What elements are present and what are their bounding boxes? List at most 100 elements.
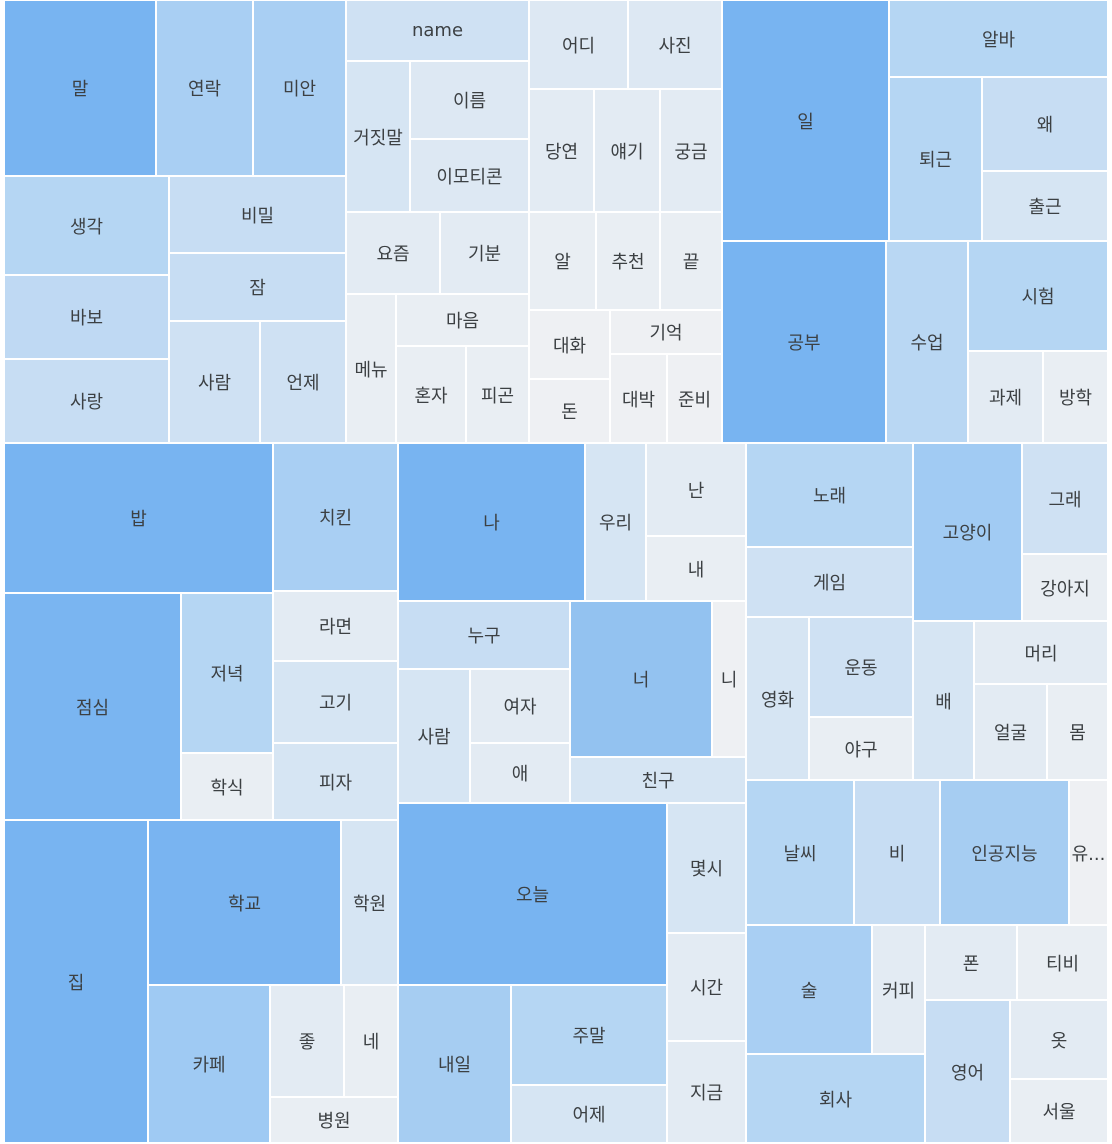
tile: 커피 bbox=[873, 926, 924, 1053]
tile: 방학 bbox=[1044, 352, 1107, 442]
tile: 배 bbox=[914, 622, 973, 779]
tile: 옷 bbox=[1011, 1001, 1107, 1078]
tile: 지금 bbox=[668, 1042, 745, 1142]
tile: 오늘 bbox=[399, 804, 666, 984]
tile: 피곤 bbox=[467, 347, 528, 442]
tile: 시험 bbox=[969, 242, 1107, 350]
tile: 폰 bbox=[926, 926, 1016, 999]
tile: 니 bbox=[713, 602, 745, 756]
tile: 마음 bbox=[397, 295, 528, 345]
tile: 혼자 bbox=[397, 347, 465, 442]
tile: 이름 bbox=[411, 62, 528, 138]
tile: 너 bbox=[571, 602, 711, 756]
tile: 언제 bbox=[261, 322, 345, 442]
tile: 게임 bbox=[747, 548, 912, 616]
tile: 머리 bbox=[975, 622, 1107, 683]
tile: 메뉴 bbox=[347, 295, 395, 442]
tile: 애 bbox=[471, 744, 569, 802]
tile: 잠 bbox=[170, 254, 345, 320]
tile: 유... bbox=[1070, 781, 1107, 924]
tile: 사람 bbox=[170, 322, 259, 442]
tile: 얼굴 bbox=[975, 685, 1046, 779]
tile: 알 bbox=[530, 213, 595, 309]
tile: 치킨 bbox=[274, 444, 397, 590]
tile: 라면 bbox=[274, 592, 397, 660]
tile: 날씨 bbox=[747, 781, 853, 924]
tile: 말 bbox=[5, 1, 155, 175]
tile: 퇴근 bbox=[890, 78, 981, 240]
tile: 영어 bbox=[926, 1001, 1009, 1142]
tile: 몸 bbox=[1048, 685, 1107, 779]
tile: 서울 bbox=[1011, 1080, 1107, 1142]
tile: 비 bbox=[855, 781, 939, 924]
tile: 왜 bbox=[983, 78, 1107, 170]
tile: 사랑 bbox=[5, 360, 168, 442]
tile: 비밀 bbox=[170, 177, 345, 252]
tile: 내 bbox=[647, 537, 745, 600]
tile: 준비 bbox=[668, 355, 721, 442]
tile: 기억 bbox=[611, 311, 721, 353]
tile: 추천 bbox=[597, 213, 659, 309]
tile: 고기 bbox=[274, 662, 397, 742]
tile: 노래 bbox=[747, 444, 912, 546]
tile: 기분 bbox=[441, 213, 528, 293]
tile: 집 bbox=[5, 821, 147, 1142]
tile: 몇시 bbox=[668, 804, 745, 932]
tile: 회사 bbox=[747, 1055, 924, 1142]
tile: 영화 bbox=[747, 618, 808, 779]
tile: 이모티콘 bbox=[411, 140, 528, 211]
tile: 얘기 bbox=[595, 90, 659, 211]
tile: 저녁 bbox=[182, 594, 272, 752]
tile: 대화 bbox=[530, 311, 609, 378]
tile: 바보 bbox=[5, 276, 168, 358]
tile: 우리 bbox=[586, 444, 645, 600]
tile: 그래 bbox=[1023, 444, 1107, 553]
tile: 병원 bbox=[271, 1098, 397, 1142]
tile: 네 bbox=[345, 986, 397, 1096]
tile: 돈 bbox=[530, 380, 609, 442]
tile: 좋 bbox=[271, 986, 343, 1096]
tile: 강아지 bbox=[1023, 555, 1107, 620]
tile: 친구 bbox=[571, 758, 745, 802]
tile: 시간 bbox=[668, 934, 745, 1040]
tile: 공부 bbox=[723, 242, 885, 442]
tile: 점심 bbox=[5, 594, 180, 819]
tile: 당연 bbox=[530, 90, 593, 211]
tile: 티비 bbox=[1018, 926, 1107, 999]
tile: 주말 bbox=[512, 986, 666, 1084]
tile: 학원 bbox=[342, 821, 397, 984]
tile: 난 bbox=[647, 444, 745, 535]
tile: 어제 bbox=[512, 1086, 666, 1142]
tile: 운동 bbox=[810, 618, 912, 716]
tile: 고양이 bbox=[914, 444, 1021, 620]
tile: 사람 bbox=[399, 670, 469, 802]
tile: 궁금 bbox=[661, 90, 721, 211]
tile: 밥 bbox=[5, 444, 272, 592]
tile: 알바 bbox=[890, 1, 1107, 76]
tile: 요즘 bbox=[347, 213, 439, 293]
tile: 수업 bbox=[887, 242, 967, 442]
tile: 사진 bbox=[629, 1, 721, 88]
tile: 야구 bbox=[810, 718, 912, 779]
tile: 술 bbox=[747, 926, 871, 1053]
tile: 여자 bbox=[471, 670, 569, 742]
tile: 미안 bbox=[254, 1, 345, 175]
tile: 나 bbox=[399, 444, 584, 600]
tile: 일 bbox=[723, 1, 888, 240]
tile: 과제 bbox=[969, 352, 1042, 442]
tile: 대박 bbox=[611, 355, 666, 442]
tile: 누구 bbox=[399, 602, 569, 668]
tile: 연락 bbox=[157, 1, 252, 175]
tile: 생각 bbox=[5, 177, 168, 274]
tile: 내일 bbox=[399, 986, 510, 1142]
tile: 어디 bbox=[530, 1, 627, 88]
tile: 인공지능 bbox=[941, 781, 1068, 924]
tile: 학식 bbox=[182, 754, 272, 819]
tile: 끝 bbox=[661, 213, 721, 309]
tile: name bbox=[347, 1, 528, 60]
tile: 학교 bbox=[149, 821, 340, 984]
tile: 카페 bbox=[149, 986, 269, 1142]
tile: 피자 bbox=[274, 744, 397, 819]
tile: 거짓말 bbox=[347, 62, 409, 211]
